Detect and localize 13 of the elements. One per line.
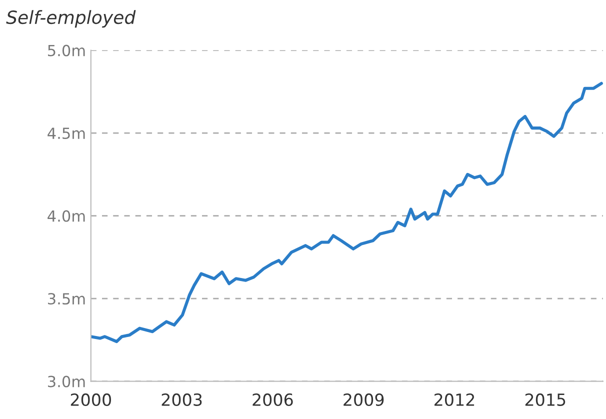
x-tick-label: 2009 xyxy=(344,393,384,406)
x-tick-label: 2012 xyxy=(434,393,474,406)
x-tick-label: 2003 xyxy=(162,393,202,406)
y-tick-label: 4.0m xyxy=(48,210,85,222)
y-tick-label: 4.5m xyxy=(48,128,85,140)
x-tick-label: 2000 xyxy=(70,393,111,406)
y-tick-label: 5.0m xyxy=(48,44,85,56)
x-tick-label: 2015 xyxy=(525,393,566,406)
line-series xyxy=(90,82,603,344)
x-tick-label: 2006 xyxy=(252,393,293,406)
y-tick-label: 3.0m xyxy=(48,376,85,388)
chart-title: Self-employed xyxy=(6,10,136,28)
y-tick-label: 3.5m xyxy=(48,293,85,305)
